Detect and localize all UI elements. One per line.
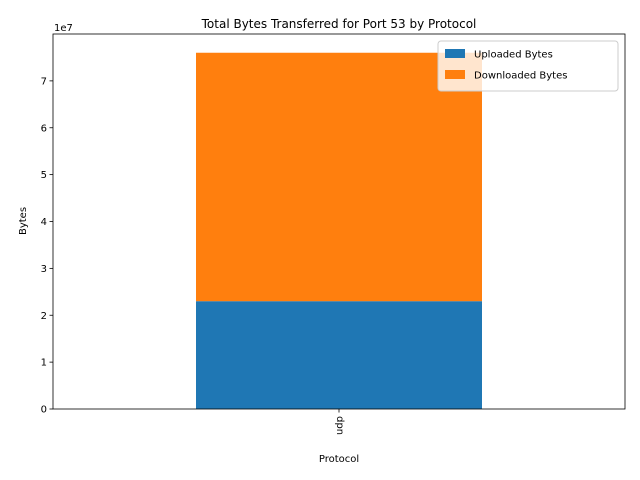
legend-frame: [437, 40, 619, 92]
y-tick-label: 1: [41, 358, 47, 369]
bar-uploaded-bytes-udp: [196, 301, 482, 409]
y-axis: 0 1 2 3 4 5 6 7: [41, 76, 53, 416]
bar-downloaded-bytes-udp: [196, 52, 482, 302]
y-axis-title: Bytes: [18, 207, 29, 235]
y-tick-label: 3: [41, 264, 47, 275]
legend-label: Downloaded Bytes: [474, 71, 567, 82]
y-tick-label: 7: [41, 76, 47, 87]
x-axis-title: Protocol: [319, 454, 359, 465]
legend-swatch: [445, 49, 465, 58]
y-tick-label: 5: [41, 170, 47, 181]
bars: [196, 52, 482, 409]
x-tick-label: udp: [335, 416, 346, 435]
legend: Uploaded Bytes Downloaded Bytes: [437, 40, 619, 92]
y-tick-label: 2: [41, 311, 47, 322]
y-tick-label: 0: [41, 405, 47, 416]
y-tick-label: 4: [41, 217, 47, 228]
chart-title: Total Bytes Transferred for Port 53 by P…: [201, 17, 477, 31]
legend-swatch: [445, 70, 465, 79]
y-offset-label: 1e7: [54, 23, 73, 34]
y-tick-label: 6: [41, 123, 47, 134]
legend-label: Uploaded Bytes: [474, 50, 553, 61]
x-axis: udp: [335, 409, 346, 435]
